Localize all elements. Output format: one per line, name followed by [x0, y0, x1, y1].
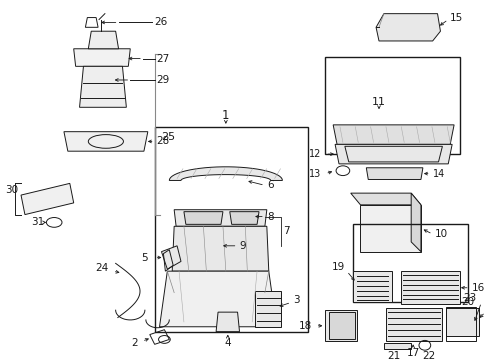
Text: 31: 31 [31, 217, 44, 228]
Ellipse shape [196, 238, 220, 253]
Polygon shape [229, 212, 259, 224]
Polygon shape [88, 31, 118, 49]
Polygon shape [216, 312, 239, 332]
Text: 20: 20 [460, 297, 473, 307]
Text: 23: 23 [462, 293, 475, 302]
Ellipse shape [188, 232, 227, 260]
Polygon shape [325, 310, 356, 341]
Text: 19: 19 [331, 262, 344, 272]
Polygon shape [410, 193, 420, 252]
Polygon shape [169, 167, 282, 180]
Text: 29: 29 [156, 75, 169, 85]
Text: 8: 8 [266, 212, 273, 221]
Polygon shape [183, 212, 223, 224]
Text: 22: 22 [421, 351, 434, 360]
Polygon shape [172, 226, 268, 271]
Text: 11: 11 [371, 98, 385, 107]
Polygon shape [366, 168, 422, 180]
Bar [352, 224, 467, 302]
Text: 17: 17 [406, 348, 419, 358]
Text: 10: 10 [434, 229, 447, 239]
Bar [154, 127, 307, 332]
Polygon shape [352, 271, 391, 302]
Text: 9: 9 [239, 241, 245, 251]
Polygon shape [174, 210, 266, 226]
Text: 28: 28 [156, 136, 169, 147]
Polygon shape [332, 125, 453, 144]
Text: 3: 3 [293, 296, 299, 305]
Text: 30: 30 [5, 185, 19, 195]
Text: 5: 5 [141, 252, 147, 262]
Text: 12: 12 [308, 149, 321, 159]
Polygon shape [74, 49, 130, 66]
Polygon shape [64, 132, 147, 151]
Text: 2: 2 [131, 338, 138, 348]
Text: 25: 25 [161, 131, 175, 141]
Polygon shape [383, 343, 410, 349]
Text: 15: 15 [449, 13, 463, 23]
Polygon shape [80, 66, 126, 107]
Polygon shape [385, 308, 442, 341]
Text: 24: 24 [95, 263, 109, 273]
Text: 6: 6 [266, 180, 273, 190]
Polygon shape [360, 205, 420, 252]
Text: 1: 1 [222, 109, 229, 122]
Text: 13: 13 [308, 168, 321, 179]
Text: 18: 18 [298, 321, 311, 331]
Text: 7: 7 [283, 226, 289, 236]
Text: 16: 16 [471, 283, 484, 293]
Bar [325, 57, 459, 154]
Text: 27: 27 [156, 54, 169, 63]
Text: 26: 26 [154, 17, 167, 27]
Polygon shape [255, 291, 281, 327]
Polygon shape [350, 193, 420, 205]
Polygon shape [375, 14, 440, 41]
Polygon shape [21, 183, 74, 215]
Polygon shape [334, 144, 451, 164]
Text: 4: 4 [224, 338, 231, 348]
Text: 21: 21 [386, 351, 400, 360]
Polygon shape [449, 308, 479, 332]
Text: 14: 14 [432, 168, 444, 179]
Polygon shape [161, 246, 181, 269]
Polygon shape [328, 312, 354, 339]
Polygon shape [401, 271, 459, 304]
Polygon shape [159, 271, 276, 327]
Polygon shape [446, 308, 479, 336]
